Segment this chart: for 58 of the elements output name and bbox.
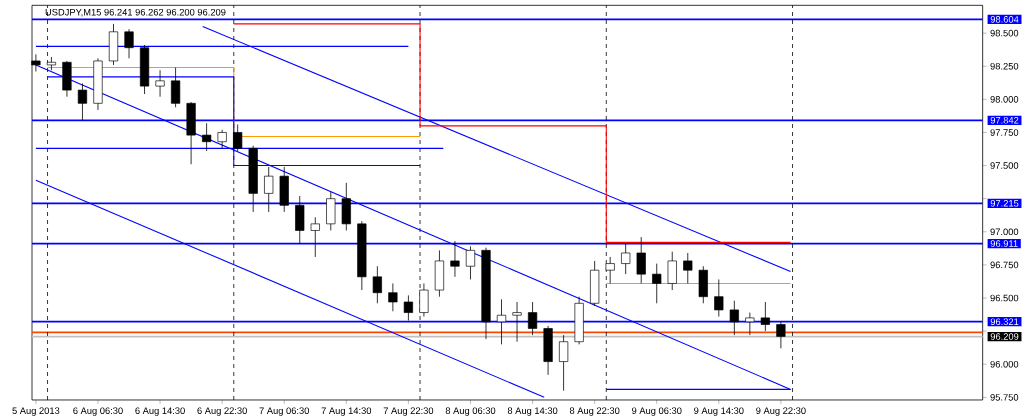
candlestick xyxy=(714,279,724,317)
x-tick-label: 8 Aug 14:30 xyxy=(507,407,558,416)
candlestick xyxy=(558,334,569,392)
candlestick xyxy=(527,301,538,336)
candlestick xyxy=(77,83,88,121)
x-tick-label: 5 Aug 2013 xyxy=(12,407,60,416)
ref-line-label: 97.215 xyxy=(990,200,1019,207)
x-tick-label: 7 Aug 14:30 xyxy=(321,407,372,416)
ref-line-label: 96.321 xyxy=(990,318,1019,326)
ref-line-label: 97.842 xyxy=(990,116,1019,124)
candlestick xyxy=(729,300,739,336)
candlestick xyxy=(465,245,476,280)
candlestick xyxy=(621,243,631,275)
candlestick xyxy=(496,298,507,345)
chart-title: USDJPY,M15 96.241 96.262 96.200 96.209 xyxy=(45,8,226,17)
candlestick xyxy=(776,321,786,349)
x-tick-label: 7 Aug 22:30 xyxy=(383,407,434,416)
candlestick xyxy=(124,28,134,59)
x-tick-label: 6 Aug 22:30 xyxy=(197,407,247,416)
candlestick xyxy=(264,166,274,213)
y-tick-label: 96.500 xyxy=(990,294,1019,302)
y-tick-label: 97.000 xyxy=(990,228,1019,236)
ref-line-label: 96.911 xyxy=(990,240,1018,247)
candlestick xyxy=(155,69,165,98)
y-tick-label: 96.750 xyxy=(990,261,1019,269)
x-tick-label: 6 Aug 14:30 xyxy=(135,407,185,416)
candlestick xyxy=(683,252,693,284)
candlestick xyxy=(636,236,646,284)
candlestick xyxy=(667,251,677,291)
candlestick xyxy=(512,301,522,343)
y-tick-label: 98.500 xyxy=(990,29,1019,37)
candlestick xyxy=(202,122,212,152)
x-tick-label: 7 Aug 06:30 xyxy=(259,407,310,416)
candlestick xyxy=(310,216,320,258)
y-tick-label: 97.500 xyxy=(990,162,1019,169)
candlestick xyxy=(745,312,755,336)
candlestick xyxy=(760,301,770,332)
candlestick xyxy=(403,294,413,321)
y-tick-label: 97.750 xyxy=(990,129,1019,136)
y-tick-label: 95.750 xyxy=(990,394,1019,401)
candlestick xyxy=(233,124,243,152)
x-tick-label: 8 Aug 06:30 xyxy=(445,407,496,416)
x-tick-label: 6 Aug 06:30 xyxy=(73,407,123,416)
x-tick-label: 9 Aug 22:30 xyxy=(756,407,806,416)
candlestick xyxy=(372,265,382,304)
candlestick xyxy=(217,129,227,149)
x-tick-label: 9 Aug 14:30 xyxy=(694,407,744,416)
candlestick xyxy=(388,283,398,312)
candlestick xyxy=(170,67,181,108)
candlestick xyxy=(652,263,662,304)
ref-line-label: 96.209 xyxy=(990,333,1019,340)
ref-line-label: 98.604 xyxy=(990,16,1019,23)
y-tick-label: 98.000 xyxy=(990,96,1019,103)
y-tick-label: 98.250 xyxy=(990,62,1019,70)
candlestick xyxy=(450,240,460,278)
y-tick-label: 96.000 xyxy=(990,360,1019,368)
x-tick-label: 9 Aug 06:30 xyxy=(632,407,682,416)
x-tick-label: 8 Aug 22:30 xyxy=(569,407,620,416)
